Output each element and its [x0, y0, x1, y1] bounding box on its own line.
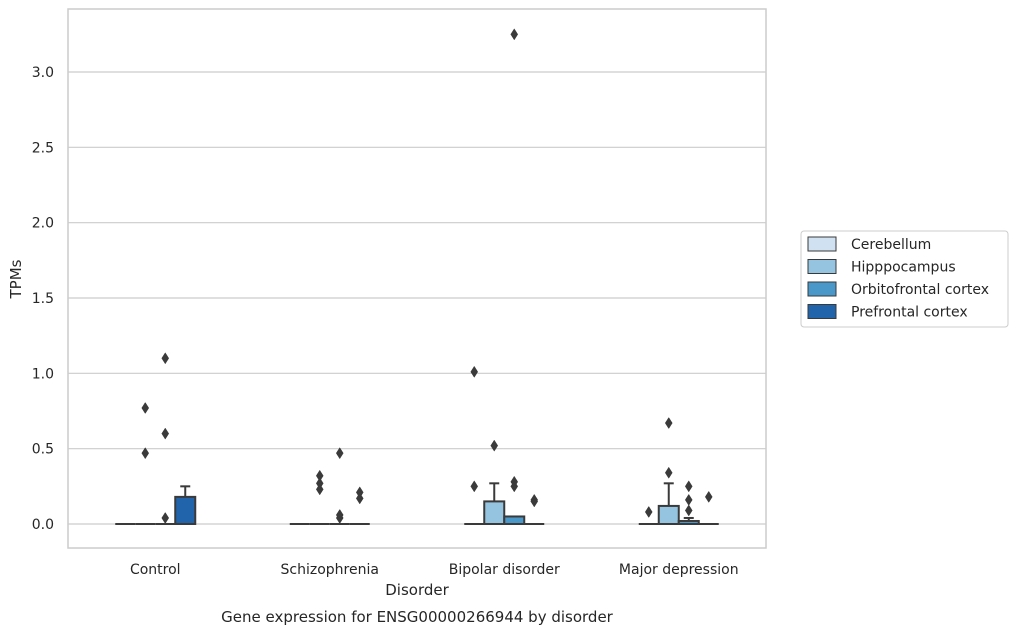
outlier-point: [490, 439, 499, 452]
legend-label: Cerebellum: [851, 237, 931, 253]
box-orbitofrontal-cortex: [503, 28, 526, 526]
y-tick-label: 2.0: [32, 216, 54, 232]
legend-label: Prefrontal cortex: [851, 305, 968, 321]
box-cerebellum: [638, 505, 659, 525]
box-prefrontal-cortex: [524, 493, 545, 525]
outlier-point: [684, 504, 693, 517]
legend-swatch: [807, 281, 837, 297]
y-tick-label: 1.5: [32, 291, 54, 307]
x-tick-label: Bipolar disorder: [449, 562, 560, 578]
y-tick-label: 0.0: [32, 517, 54, 533]
box-hipppocampus: [135, 402, 156, 525]
box-orbitofrontal-cortex: [155, 352, 176, 525]
outlier-point: [530, 493, 539, 506]
outlier-point: [470, 365, 479, 378]
legend-label: Orbitofrontal cortex: [851, 282, 989, 298]
box-cerebellum: [464, 365, 485, 525]
outlier-point: [704, 490, 713, 503]
y-axis-label: TPMs: [7, 259, 25, 299]
outlier-point: [335, 447, 344, 460]
x-tick-label: Control: [130, 562, 181, 578]
chart-caption: Gene expression for ENSG00000266944 by d…: [221, 608, 614, 626]
box-orbitofrontal-cortex: [677, 480, 700, 526]
outlier-point: [664, 417, 673, 430]
x-tick-label: Major depression: [619, 562, 739, 578]
outlier-point: [510, 475, 519, 488]
outlier-point: [335, 508, 344, 521]
x-axis-label: Disorder: [385, 581, 449, 599]
box-rect: [503, 515, 526, 526]
legend-entries: Cerebellum Hipppocampus Orbitofrontal cort…: [807, 236, 989, 321]
outlier-point: [355, 486, 364, 499]
legend-swatch: [807, 304, 837, 319]
box-hipppocampus: [657, 417, 680, 526]
y-tick-label: 3.0: [32, 65, 54, 81]
outlier-point: [161, 512, 170, 524]
legend-frame: [800, 230, 1009, 328]
outlier-point: [315, 483, 324, 496]
plot-frame: [67, 8, 767, 549]
axis-layer: 0.0 0.5 1.0 1.5 2.0 2.5 3.0 Control Schizophreni…: [32, 65, 739, 578]
outlier-point: [684, 493, 693, 506]
box-prefrontal-cortex: [349, 486, 370, 525]
box-prefrontal-cortex: [174, 485, 197, 526]
box-hipppocampus: [309, 469, 330, 525]
x-tick-label: Schizophrenia: [281, 562, 379, 578]
box-rect: [657, 504, 680, 526]
outlier-point: [510, 28, 519, 41]
outlier-point: [315, 469, 324, 482]
outlier-point: [684, 480, 693, 493]
grid-layer: [68, 71, 766, 525]
outlier-point: [664, 466, 673, 479]
legend: Cerebellum Hipppocampus Orbitofrontal cort…: [800, 230, 1009, 328]
box-rect: [174, 495, 197, 526]
outlier-point: [141, 447, 150, 460]
outlier-point: [470, 480, 479, 493]
outlier-point: [141, 402, 150, 414]
box-orbitofrontal-cortex: [329, 447, 350, 525]
y-tick-label: 0.5: [32, 442, 54, 458]
legend-swatch: [807, 259, 837, 274]
outlier-point: [315, 477, 324, 490]
box-rect: [483, 500, 506, 525]
y-tick-label: 2.5: [32, 140, 54, 156]
box-prefrontal-cortex: [698, 490, 719, 525]
box-hipppocampus: [483, 439, 506, 525]
outlier-point: [644, 505, 653, 518]
frame-layer: [67, 8, 767, 549]
legend-swatch: [807, 236, 837, 252]
outlier-point: [161, 352, 170, 365]
outlier-point: [355, 492, 364, 505]
legend-label: Hipppocampus: [851, 260, 956, 276]
box-layer: [115, 28, 719, 526]
outlier-point: [161, 427, 170, 440]
y-tick-label: 1.0: [32, 366, 54, 382]
